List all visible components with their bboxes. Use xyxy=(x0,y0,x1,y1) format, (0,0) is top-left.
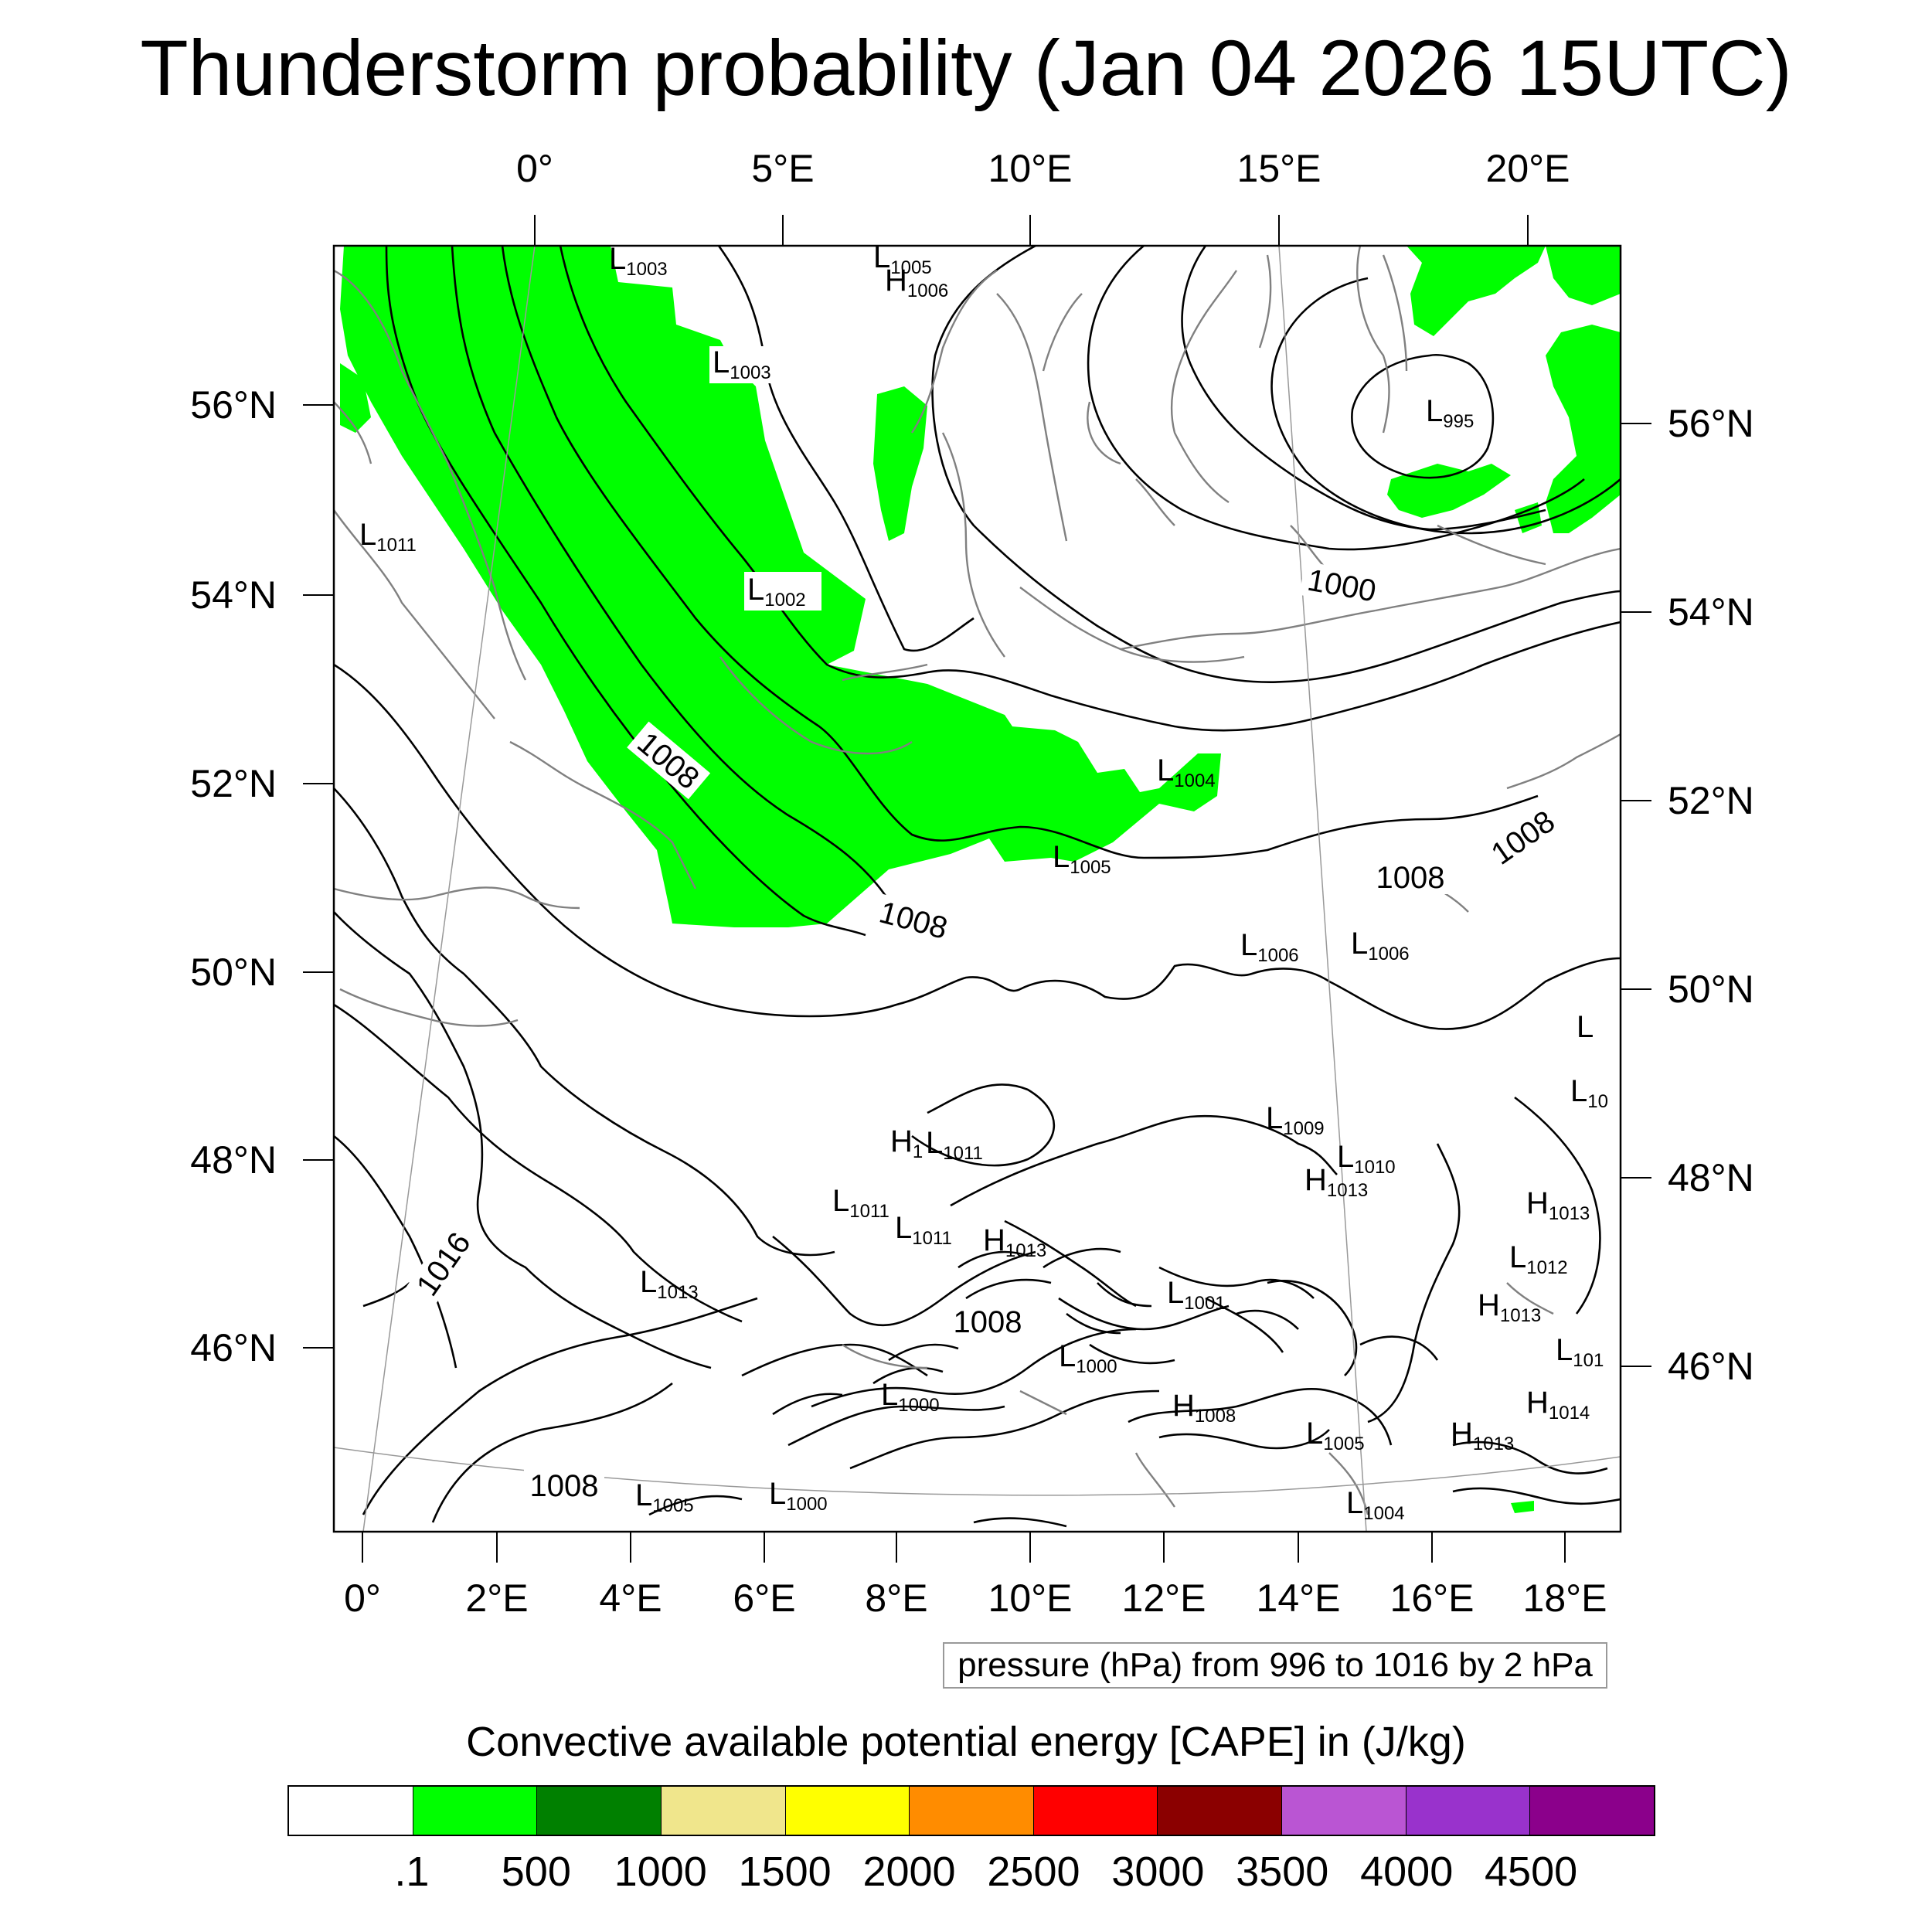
colorbar-swatch xyxy=(910,1787,1034,1835)
contour-caption: pressure (hPa) from 996 to 1016 by 2 hPa xyxy=(943,1642,1607,1689)
pressure-center-label: H1013 xyxy=(1304,1163,1368,1201)
pressure-center-label: L1012 xyxy=(1509,1240,1568,1278)
pressure-center-label: H1008 xyxy=(1172,1389,1236,1427)
pressure-center-label: L1002 xyxy=(747,573,806,611)
tick-marks xyxy=(303,215,1651,1563)
map-frame xyxy=(332,244,1622,1533)
pressure-center-label: L1011 xyxy=(926,1126,983,1164)
right-lat-label: 54°N xyxy=(1668,590,1754,634)
isobar-value-label: 1008 xyxy=(876,895,951,946)
colorbar-swatch xyxy=(413,1787,538,1835)
pressure-center-label: L1006 xyxy=(1240,928,1299,966)
colorbar-tick-label: 2500 xyxy=(987,1849,1080,1895)
pressure-center-label: L1005 xyxy=(1053,840,1111,878)
bottom-lon-label: 6°E xyxy=(733,1577,796,1620)
pressure-center-label: L1010 xyxy=(1337,1140,1396,1178)
pressure-center-label: L1005 xyxy=(873,240,932,278)
colorbar xyxy=(287,1785,1655,1836)
pressure-center-label: L1000 xyxy=(769,1477,828,1515)
pressure-center-label: H1006 xyxy=(885,264,948,301)
colorbar-swatch xyxy=(537,1787,662,1835)
left-lat-label: 46°N xyxy=(190,1326,277,1369)
pressure-center-label: L1011 xyxy=(359,518,417,556)
pressure-center-label: H1013 xyxy=(983,1223,1046,1261)
top-lon-label: 20°E xyxy=(1485,147,1570,190)
pressure-center-label: H1013 xyxy=(1478,1288,1541,1326)
right-lat-label: 52°N xyxy=(1668,779,1754,822)
pressure-center-label: L1006 xyxy=(1351,927,1410,964)
bottom-lon-label: 10°E xyxy=(988,1577,1073,1620)
colorbar-swatch xyxy=(289,1787,413,1835)
colorbar-tick-label: 3500 xyxy=(1236,1849,1329,1895)
pressure-center-label: L101 xyxy=(1556,1333,1604,1371)
pressure-center-label: L1011 xyxy=(895,1211,952,1249)
pressure-center-label: L xyxy=(1577,1010,1594,1044)
pressure-center-label: L1005 xyxy=(635,1478,694,1516)
cape-area-east xyxy=(1387,246,1621,1513)
top-lon-label: 0° xyxy=(516,147,553,190)
colorbar-swatch xyxy=(661,1787,786,1835)
right-lat-label: 48°N xyxy=(1668,1156,1754,1199)
pressure-center-label: L1003 xyxy=(713,345,771,383)
top-lon-label: 15°E xyxy=(1236,147,1321,190)
pressure-center-label: H1014 xyxy=(1526,1386,1590,1423)
colorbar-swatch xyxy=(1530,1787,1655,1835)
bottom-lon-label: 0° xyxy=(344,1577,381,1620)
colorbar-swatch xyxy=(1033,1787,1158,1835)
isobar-value-label: 1000 xyxy=(1305,563,1379,609)
pressure-center-label: H1013 xyxy=(1451,1417,1514,1454)
colorbar-swatch xyxy=(785,1787,910,1835)
pressure-centers: L1003 L1005 H1006 L1003 L995 L1011 L1002… xyxy=(359,240,1608,1524)
left-lat-label: 54°N xyxy=(190,573,277,617)
colorbar-swatch xyxy=(1282,1787,1406,1835)
pressure-center-label: H1 xyxy=(890,1124,923,1162)
colorbar-swatch xyxy=(1406,1787,1531,1835)
pressure-center-label: L1005 xyxy=(1306,1417,1365,1454)
pressure-center-label: H1013 xyxy=(1526,1186,1590,1224)
colorbar-tick-label: 1500 xyxy=(738,1849,832,1895)
left-lat-label: 50°N xyxy=(190,951,277,994)
right-lat-label: 56°N xyxy=(1668,402,1754,445)
colorbar-tick-label: 3000 xyxy=(1111,1849,1205,1895)
colorbar-tick-label: 500 xyxy=(501,1849,571,1895)
left-lat-label: 56°N xyxy=(190,383,277,427)
left-lat-label: 48°N xyxy=(190,1138,277,1182)
pressure-center-label: L1001 xyxy=(1167,1276,1226,1314)
pressure-center-label: L1004 xyxy=(1346,1486,1405,1524)
pressure-center-label: L1000 xyxy=(881,1378,940,1416)
bottom-lon-label: 18°E xyxy=(1522,1577,1607,1620)
bottom-lon-label: 2°E xyxy=(465,1577,529,1620)
bottom-lon-label: 8°E xyxy=(865,1577,928,1620)
colorbar-tick-label: .1 xyxy=(394,1849,430,1895)
bottom-lon-label: 12°E xyxy=(1121,1577,1206,1620)
pressure-center-label: L1013 xyxy=(640,1265,699,1303)
colorbar-title: Convective available potential energy [C… xyxy=(466,1719,1466,1765)
pressure-center-label: L1000 xyxy=(1059,1339,1117,1377)
bottom-lon-label: 4°E xyxy=(599,1577,662,1620)
colorbar-tick-label: 2000 xyxy=(862,1849,956,1895)
isobar-value-label: 1008 xyxy=(954,1305,1022,1339)
colorbar-swatch xyxy=(1158,1787,1283,1835)
top-lon-label: 5°E xyxy=(751,147,815,190)
pressure-center-label: L1004 xyxy=(1157,753,1216,791)
pressure-center-label: L1011 xyxy=(832,1184,889,1222)
top-lon-label: 10°E xyxy=(988,147,1073,190)
right-lat-label: 46°N xyxy=(1668,1345,1754,1388)
pressure-center-label: L1003 xyxy=(609,242,668,280)
left-lat-label: 52°N xyxy=(190,762,277,805)
colorbar-tick-label: 4500 xyxy=(1485,1849,1578,1895)
isobar-value-label: 1008 xyxy=(1376,861,1445,895)
pressure-center-label: L1009 xyxy=(1266,1101,1325,1139)
bottom-lon-label: 16°E xyxy=(1389,1577,1475,1620)
right-lat-label: 50°N xyxy=(1668,968,1754,1011)
chart-title: Thunderstorm probability (Jan 04 2026 15… xyxy=(140,24,1792,112)
bottom-lon-label: 14°E xyxy=(1256,1577,1341,1620)
colorbar-tick-label: 1000 xyxy=(614,1849,707,1895)
isobar-value-label: 1008 xyxy=(530,1469,599,1503)
pressure-center-label: L10 xyxy=(1570,1074,1608,1112)
colorbar-tick-label: 4000 xyxy=(1360,1849,1454,1895)
pressure-center-label: L995 xyxy=(1426,394,1474,432)
